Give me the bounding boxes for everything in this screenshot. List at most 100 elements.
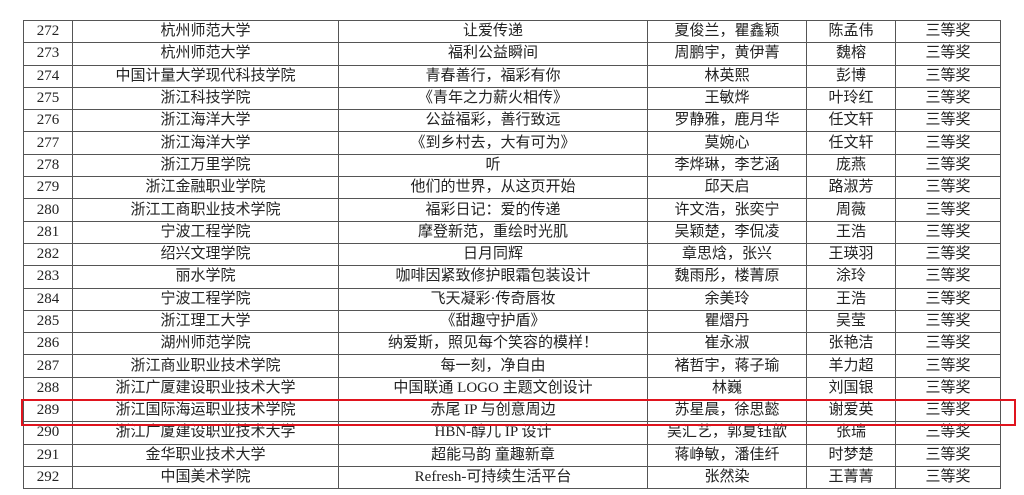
members-cell: 崔永淑: [647, 332, 807, 356]
row-number-cell: 276: [23, 109, 73, 133]
table-row: 280 浙江工商职业技术学院 福彩日记：爱的传递 许文浩，张奕宁 周薇 三等奖: [23, 198, 1001, 222]
row-number-cell: 288: [23, 376, 73, 401]
table-row: 283 丽水学院 咖啡因紧致修护眼霜包装设计 魏雨彤，楼菁原 涂玲 三等奖: [23, 265, 1001, 289]
work-title-cell: 摩登新范，重绘时光肌: [338, 220, 648, 244]
school-cell: 浙江理工大学: [72, 309, 339, 334]
members-cell: 王敏烨: [647, 86, 807, 111]
advisor-cell: 王浩: [806, 287, 896, 311]
work-title-cell: 《青年之力薪火相传》: [338, 86, 648, 111]
award-cell: 三等奖: [895, 64, 1001, 88]
row-number-cell: 284: [23, 287, 73, 311]
table-row: 286 湖州师范学院 纳爱斯，照见每个笑容的模样！ 崔永淑 张艳洁 三等奖: [23, 332, 1001, 356]
members-cell: 张然染: [647, 465, 807, 490]
school-cell: 中国计量大学现代科技学院: [72, 64, 339, 88]
table-row: 277 浙江海洋大学 《到乡村去，大有可为》 莫婉心 任文轩 三等奖: [23, 131, 1001, 155]
work-title-cell: 每一刻，净自由: [338, 354, 648, 378]
members-cell: 周鹏宇，黄伊菁: [647, 42, 807, 66]
school-cell: 宁波工程学院: [72, 220, 339, 244]
table-row: 281 宁波工程学院 摩登新范，重绘时光肌 吴颖楚，李侃凌 王浩 三等奖: [23, 220, 1001, 244]
row-number-cell: 279: [23, 176, 73, 200]
work-title-cell: 他们的世界，从这页开始: [338, 176, 648, 200]
table-row: 274 中国计量大学现代科技学院 青春善行，福彩有你 林英熙 彭博 三等奖: [23, 64, 1001, 88]
row-number-cell: 278: [23, 153, 73, 178]
table-row: 275 浙江科技学院 《青年之力薪火相传》 王敏烨 叶玲红 三等奖: [23, 86, 1001, 111]
members-cell: 林英熙: [647, 64, 807, 88]
work-title-cell: 中国联通 LOGO 主题文创设计: [338, 376, 648, 401]
members-cell: 苏星晨，徐思懿: [647, 399, 807, 423]
awards-table-body: 272 杭州师范大学 让爱传递 夏俊兰，瞿鑫颖 陈孟伟 三等奖 273 杭州师范大学 福利公益瞬…: [23, 19, 1001, 490]
members-cell: 罗静雅，鹿月华: [647, 109, 807, 133]
table-row: 287 浙江商业职业技术学院 每一刻，净自由 褚哲宇，蒋子瑜 羊力超 三等奖: [23, 354, 1001, 378]
members-cell: 林巍: [647, 376, 807, 401]
table-row: 289 浙江国际海运职业技术学院 赤尾 IP 与创意周边 苏星晨，徐思懿 谢爱英 三等奖: [23, 399, 1001, 423]
school-cell: 浙江海洋大学: [72, 109, 339, 133]
award-cell: 三等奖: [895, 265, 1001, 289]
table-row: 273 杭州师范大学 福利公益瞬间 周鹏宇，黄伊菁 魏榕 三等奖: [23, 42, 1001, 66]
advisor-cell: 吴莹: [806, 309, 896, 334]
work-title-cell: 让爱传递: [338, 19, 648, 44]
award-cell: 三等奖: [895, 443, 1001, 467]
advisor-cell: 庞燕: [806, 153, 896, 178]
table-row: 279 浙江金融职业学院 他们的世界，从这页开始 邱天启 路淑芳 三等奖: [23, 176, 1001, 200]
work-title-cell: 听: [338, 153, 648, 178]
table-row: 278 浙江万里学院听李烨琳，李艺涵 庞燕 三等奖: [23, 153, 1001, 178]
award-cell: 三等奖: [895, 287, 1001, 311]
award-cell: 三等奖: [895, 376, 1001, 401]
work-title-cell: 青春善行，福彩有你: [338, 64, 648, 88]
advisor-cell: 王瑛羽: [806, 242, 896, 267]
work-title-cell: 飞天凝彩·传奇唇妆: [338, 287, 648, 311]
school-cell: 绍兴文理学院: [72, 242, 339, 267]
table-row: 282 绍兴文理学院 日月同辉 章思焓，张兴 王瑛羽 三等奖: [23, 242, 1001, 267]
table-row: 276 浙江海洋大学 公益福彩，善行致远 罗静雅，鹿月华 任文轩 三等奖: [23, 109, 1001, 133]
award-cell: 三等奖: [895, 220, 1001, 244]
table-row: 291 金华职业技术大学 超能马韵 童趣新章 蒋峥敏，潘佳纤 时梦楚 三等奖: [23, 443, 1001, 467]
school-cell: 杭州师范大学: [72, 42, 339, 66]
work-title-cell: Refresh-可持续生活平台: [338, 465, 648, 490]
table-row: 284 宁波工程学院 飞天凝彩·传奇唇妆 余美玲 王浩 三等奖: [23, 287, 1001, 311]
advisor-cell: 路淑芳: [806, 176, 896, 200]
table-row: 285 浙江理工大学 《甜趣守护盾》 瞿熠丹 吴莹 三等奖: [23, 309, 1001, 334]
award-cell: 三等奖: [895, 176, 1001, 200]
members-cell: 夏俊兰，瞿鑫颖: [647, 19, 807, 44]
advisor-cell: 任文轩: [806, 131, 896, 155]
row-number-cell: 275: [23, 86, 73, 111]
advisor-cell: 羊力超: [806, 354, 896, 378]
row-number-cell: 286: [23, 332, 73, 356]
advisor-cell: 刘国银: [806, 376, 896, 401]
members-cell: 魏雨彤，楼菁原: [647, 265, 807, 289]
advisor-cell: 魏榕: [806, 42, 896, 66]
row-number-cell: 283: [23, 265, 73, 289]
school-cell: 湖州师范学院: [72, 332, 339, 356]
work-title-cell: 《甜趣守护盾》: [338, 309, 648, 334]
work-title-cell: 纳爱斯，照见每个笑容的模样！: [338, 332, 648, 356]
advisor-cell: 彭博: [806, 64, 896, 88]
advisor-cell: 叶玲红: [806, 86, 896, 111]
row-number-cell: 272: [23, 19, 73, 44]
school-cell: 中国美术学院: [72, 465, 339, 490]
row-number-cell: 273: [23, 42, 73, 66]
school-cell: 杭州师范大学: [72, 19, 339, 44]
row-number-cell: 291: [23, 443, 73, 467]
school-cell: 浙江工商职业技术学院: [72, 198, 339, 222]
award-cell: 三等奖: [895, 131, 1001, 155]
advisor-cell: 王菁菁: [806, 465, 896, 490]
row-number-cell: 289: [23, 399, 73, 423]
school-cell: 浙江金融职业学院: [72, 176, 339, 200]
members-cell: 章思焓，张兴: [647, 242, 807, 267]
advisor-cell: 王浩: [806, 220, 896, 244]
members-cell: 瞿熠丹: [647, 309, 807, 334]
awards-table: 272 杭州师范大学 让爱传递 夏俊兰，瞿鑫颖 陈孟伟 三等奖 273 杭州师范大学 福利公益瞬…: [23, 19, 1001, 490]
members-cell: 吴汇艺，郭夏钰歆: [647, 421, 807, 445]
members-cell: 莫婉心: [647, 131, 807, 155]
school-cell: 浙江万里学院: [72, 153, 339, 178]
advisor-cell: 张艳洁: [806, 332, 896, 356]
table-row: 290 浙江广厦建设职业技术大学 HBN-醇儿 IP 设计 吴汇艺，郭夏钰歆 张瑞 三等奖: [23, 421, 1001, 445]
school-cell: 浙江广厦建设职业技术大学: [72, 421, 339, 445]
award-cell: 三等奖: [895, 309, 1001, 334]
work-title-cell: 公益福彩，善行致远: [338, 109, 648, 133]
advisor-cell: 周薇: [806, 198, 896, 222]
award-cell: 三等奖: [895, 242, 1001, 267]
award-cell: 三等奖: [895, 42, 1001, 66]
award-cell: 三等奖: [895, 109, 1001, 133]
table-row: 292 中国美术学院 Refresh-可持续生活平台 张然染 王菁菁 三等奖: [23, 465, 1001, 490]
